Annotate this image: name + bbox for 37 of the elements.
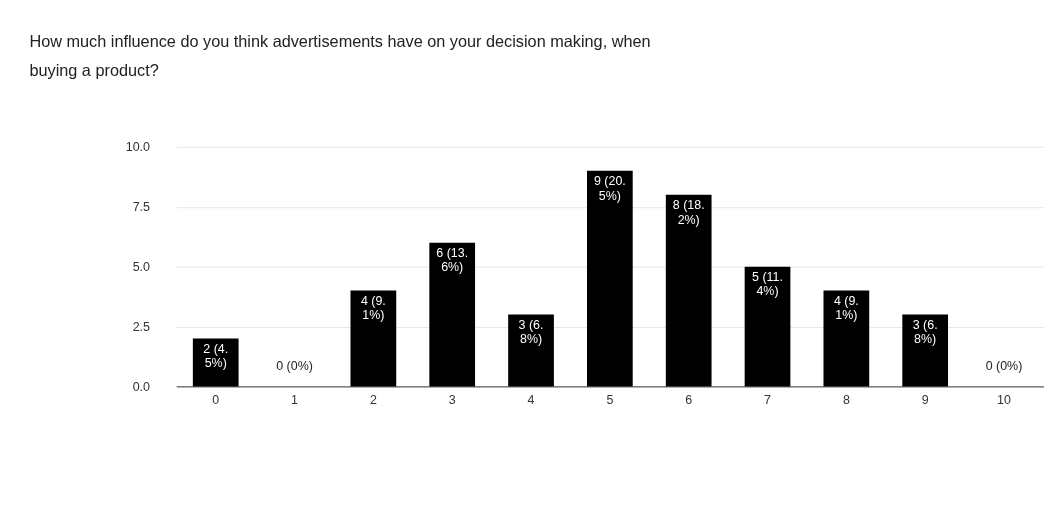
text: 2 (4.5%) [203, 341, 229, 371]
text: 3 (6.8%) [518, 317, 544, 347]
text: 4 (9.1%) [360, 293, 386, 323]
bar [192, 338, 239, 387]
bar [823, 290, 870, 387]
x-tick-label: 9 [921, 393, 929, 408]
x-tick-label: 6 [685, 393, 693, 408]
text: 9 (20.5%) [593, 174, 626, 203]
x-tick-label: 3 [448, 393, 456, 408]
text: 3 (6.8%) [912, 317, 938, 347]
text: 0 (0%) [276, 359, 313, 374]
y-tick-label: 7.5 [132, 200, 151, 215]
y-tick-label: 10.0 [125, 140, 151, 155]
bar [744, 266, 791, 387]
bar [665, 194, 712, 387]
text: 5 (11.4%) [752, 270, 783, 299]
bar [350, 290, 397, 387]
x-tick-label: 4 [527, 393, 535, 408]
y-tick-label: 0.0 [132, 379, 151, 394]
text: 0 (0%) [985, 359, 1023, 374]
x-tick-label: 7 [764, 393, 772, 408]
x-tick-label: 0 [212, 393, 220, 408]
bar [902, 314, 949, 387]
y-tick-label: 5.0 [132, 259, 151, 274]
chart-title: How much influence do you think advertisements have on your decision making, when buying a product? [29, 32, 651, 79]
x-tick-label: 2 [369, 393, 377, 408]
text: 4 (9.1%) [833, 293, 859, 323]
x-tick-label: 8 [842, 393, 850, 408]
text: 8 (18.2%) [672, 198, 705, 227]
y-tick-label: 2.5 [132, 319, 151, 334]
x-tick-label: 10 [997, 393, 1011, 408]
x-tick-label: 1 [291, 393, 299, 408]
text: 6 (13.6%) [436, 246, 469, 275]
bar [508, 314, 554, 387]
bar [429, 242, 476, 387]
bar [587, 170, 633, 387]
x-tick-label: 5 [606, 393, 614, 408]
